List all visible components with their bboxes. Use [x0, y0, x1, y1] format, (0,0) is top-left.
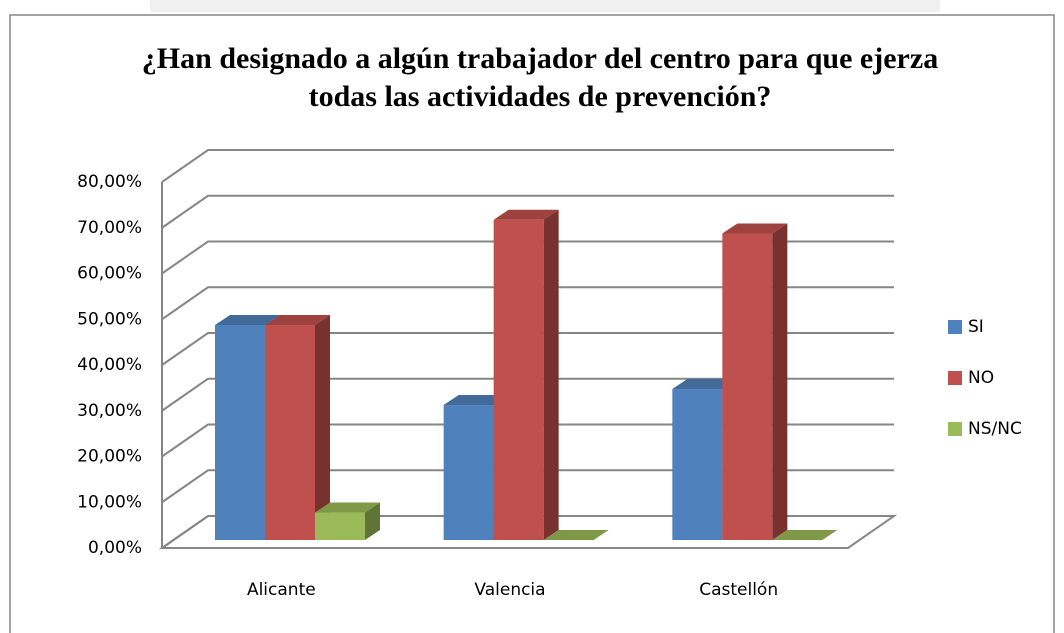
bar	[215, 324, 265, 540]
bar	[722, 233, 773, 540]
legend-label: NO	[968, 368, 994, 388]
bar-top	[543, 530, 609, 540]
grid-line	[161, 286, 894, 321]
bar	[315, 512, 365, 540]
legend-label: SI	[968, 317, 984, 337]
legend-swatch	[948, 422, 962, 436]
bar-side	[772, 223, 788, 540]
bar-top	[265, 314, 330, 325]
floor	[158, 515, 898, 549]
grid-line	[161, 240, 894, 275]
x-tick-label: Alicante	[247, 580, 316, 600]
y-tick-label: 50,00%	[77, 309, 142, 329]
y-tick-label: 80,00%	[77, 172, 142, 192]
grid-line	[161, 469, 894, 504]
legend-swatch	[948, 320, 962, 334]
grid-line	[161, 423, 894, 458]
bar-top	[315, 502, 380, 513]
x-tick-label: Valencia	[474, 580, 545, 600]
y-tick-label: 0,00%	[88, 538, 142, 558]
grid-line	[161, 194, 894, 229]
bar-top	[772, 530, 838, 540]
x-tick-label: Castellón	[699, 580, 778, 600]
bar-side	[315, 314, 330, 540]
y-tick-label: 40,00%	[77, 355, 142, 375]
bar	[672, 389, 723, 540]
bar	[265, 324, 315, 540]
top-shadow	[150, 0, 940, 12]
bar-top	[215, 314, 280, 325]
y-tick-label: 60,00%	[77, 264, 142, 284]
y-tick-label: 30,00%	[77, 401, 142, 421]
bar-side	[543, 209, 559, 540]
y-tick-label: 20,00%	[77, 447, 142, 467]
grid-line	[161, 377, 894, 412]
bar-top	[493, 209, 559, 220]
bar-top	[443, 395, 509, 406]
grid-line	[161, 332, 894, 366]
bar-side	[365, 502, 380, 540]
bar	[493, 219, 544, 540]
chart-title: ¿Han designado a algún trabajador del ce…	[141, 42, 939, 113]
legend-swatch	[948, 371, 962, 385]
bar-top	[722, 223, 788, 234]
legend-label: NS/NC	[968, 419, 1022, 439]
y-tick-label: 10,00%	[77, 492, 142, 512]
bar-top	[672, 379, 738, 390]
y-tick-label: 70,00%	[77, 218, 142, 238]
grid-line	[161, 149, 894, 183]
bar	[443, 405, 494, 540]
